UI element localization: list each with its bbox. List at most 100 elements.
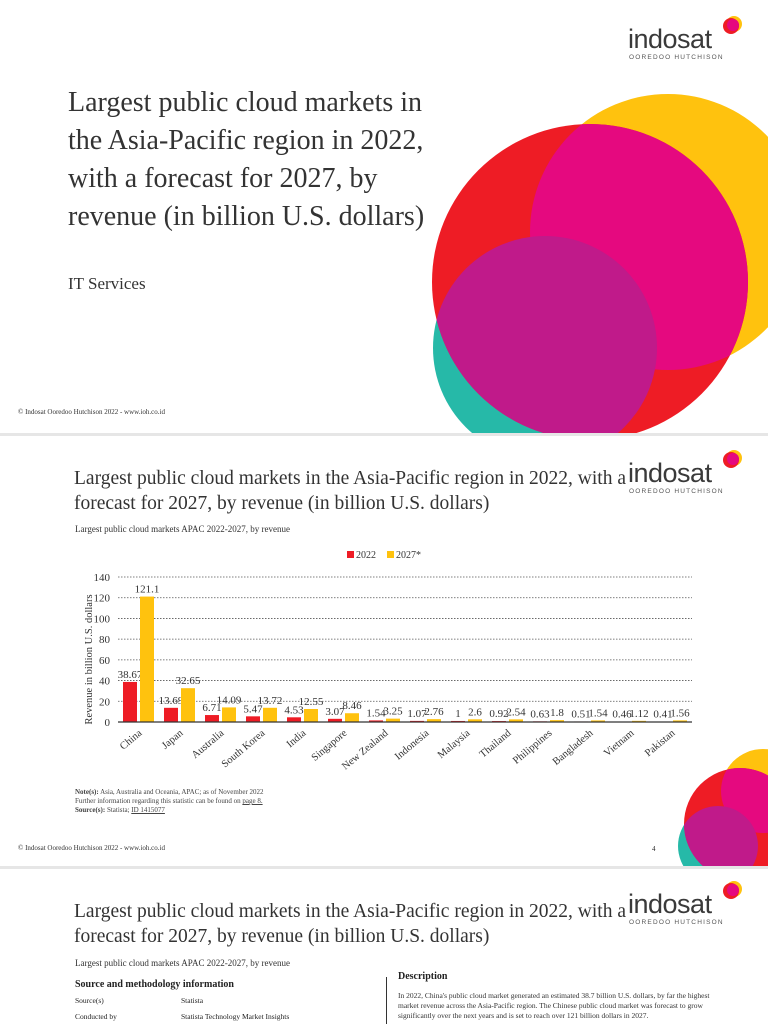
- bar: [304, 709, 318, 722]
- chart-caption: Largest public cloud markets APAC 2022-2…: [75, 958, 290, 968]
- y-tick-label: 80: [99, 634, 111, 646]
- data-label: 14.09: [217, 694, 242, 706]
- slide-subtitle: IT Services: [68, 274, 146, 293]
- y-axis-label: Revenue in billion U.S. dollars: [84, 594, 95, 724]
- y-tick-label: 40: [99, 676, 111, 688]
- title-slide: indosat OOREDOO HUTCHISON Largest public …: [0, 0, 768, 433]
- x-tick-label: New Zealand: [340, 727, 391, 772]
- bar: [369, 720, 383, 722]
- slide-title: Largest public cloud markets in the Asia…: [74, 468, 627, 514]
- slide-title: Largest public cloud markets in the Asia…: [68, 87, 425, 232]
- page-link[interactable]: page 8.: [242, 797, 263, 805]
- data-label: 3.07: [325, 706, 345, 718]
- data-label: 0.41: [653, 709, 672, 721]
- bar: [140, 596, 154, 722]
- data-label: 32.65: [176, 675, 201, 687]
- x-tick-label: Pakistan: [643, 727, 678, 759]
- description-text: In 2022, China's public cloud market gen…: [398, 991, 710, 1020]
- data-label: 5.47: [243, 703, 263, 715]
- x-tick-label: Japan: [160, 727, 186, 751]
- data-label: 6.71: [202, 702, 221, 714]
- copyright: © Indosat Ooredoo Hutchison 2022 - www.i…: [18, 408, 165, 416]
- data-label: 1.54: [588, 707, 608, 719]
- data-label: 0.51: [571, 708, 590, 720]
- divider-line: [386, 977, 387, 1024]
- x-tick-label: Malaysia: [436, 728, 473, 761]
- bar-chart: 0 20 40 60 80 100 120 140 Revenue in billion U.S…: [84, 550, 692, 772]
- chart-notes: Note(s): Asia, Australia and Oceania, AP…: [75, 788, 264, 814]
- data-label: 2.6: [468, 706, 482, 718]
- data-label: 0.92: [489, 708, 508, 720]
- data-label: 1.12: [629, 708, 648, 720]
- bar: [222, 707, 236, 722]
- page-number: 4: [652, 845, 656, 853]
- purple-overlap: [433, 236, 657, 433]
- x-tick-label: Philippines: [511, 728, 554, 767]
- data-label: 13.69: [159, 695, 184, 707]
- chart-caption: Largest public cloud markets APAC 2022-2…: [75, 524, 290, 534]
- chart-slide: indosat OOREDOO HUTCHISON Largest public …: [0, 436, 768, 866]
- x-tick-label: China: [118, 728, 145, 753]
- data-label: 2.54: [506, 706, 526, 718]
- y-tick-label: 140: [94, 572, 111, 584]
- bar: [181, 688, 195, 722]
- data-label: 121.1: [135, 584, 160, 596]
- bar: [328, 718, 342, 722]
- data-label: 13.72: [258, 695, 283, 707]
- x-tick-label: South Korea: [220, 728, 268, 771]
- data-label: 3.25: [383, 706, 403, 718]
- description-heading: Description: [398, 971, 448, 982]
- legend-swatch: [347, 551, 354, 558]
- data-label: 38.67: [118, 669, 143, 681]
- x-tick-label: Singapore: [310, 728, 350, 764]
- x-tick-label: Australia: [190, 728, 227, 761]
- bar: [123, 681, 137, 722]
- slide-divider: [0, 433, 768, 436]
- bar: [164, 707, 178, 722]
- bar: [468, 719, 482, 722]
- source-heading: Source and methodology information: [75, 979, 234, 990]
- slide-divider: [0, 866, 768, 869]
- x-tick-label: Vietnam: [602, 728, 636, 759]
- indosat-logo: indosat OOREDOO HUTCHISON: [628, 14, 742, 61]
- legend-swatch: [387, 551, 394, 558]
- bar: [509, 719, 523, 722]
- data-label: 0.46: [612, 709, 632, 721]
- y-tick-label: 0: [105, 717, 111, 729]
- data-label: 2.76: [424, 706, 444, 718]
- data-label: 1.07: [407, 708, 427, 720]
- y-tick-label: 100: [94, 613, 111, 625]
- source-id-link[interactable]: ID 1415077: [131, 806, 165, 814]
- bar: [386, 718, 400, 722]
- data-label: 1: [455, 708, 461, 720]
- bar: [287, 717, 301, 722]
- data-label: 1.8: [550, 707, 564, 719]
- source-slide: indosat OOREDOO HUTCHISON Largest public …: [0, 869, 768, 1024]
- copyright: © Indosat Ooredoo Hutchison 2022 - www.i…: [18, 844, 165, 852]
- bar: [673, 720, 687, 722]
- x-tick-label: Indonesia: [393, 728, 432, 763]
- x-tick-label: Thailand: [478, 727, 514, 760]
- conducted-row: Conducted by Statista Technology Market I…: [75, 1012, 290, 1021]
- indosat-logo: indosat OOREDOO HUTCHISON: [628, 879, 742, 926]
- source-row: Source(s) Statista: [75, 996, 204, 1005]
- x-tick-label: India: [285, 728, 309, 751]
- slide-title: Largest public cloud markets in the Asia…: [74, 901, 627, 947]
- y-tick-label: 60: [99, 655, 111, 667]
- y-tick-label: 20: [99, 696, 111, 708]
- decorative-circles-small: [678, 749, 768, 866]
- data-label: 12.55: [299, 696, 324, 708]
- data-label: 8.46: [342, 700, 362, 712]
- bar: [263, 707, 277, 722]
- data-label: 1.54: [366, 707, 386, 719]
- bar: [345, 713, 359, 722]
- bar: [591, 720, 605, 722]
- legend-label: 2027*: [396, 550, 421, 561]
- bar: [427, 719, 441, 722]
- legend-label: 2022: [356, 550, 376, 561]
- indosat-logo: indosat OOREDOO HUTCHISON: [628, 448, 742, 495]
- data-label: 4.53: [284, 704, 304, 716]
- bar: [205, 715, 219, 722]
- decorative-circles: [432, 94, 768, 433]
- bar: [550, 720, 564, 722]
